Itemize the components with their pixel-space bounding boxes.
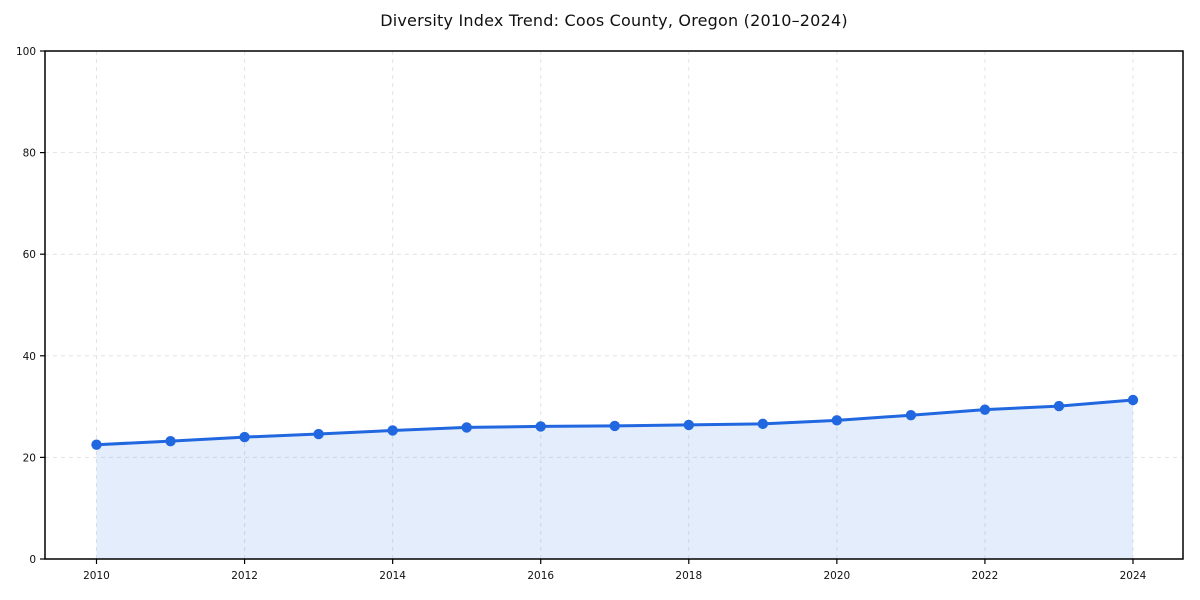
- data-point: [1127, 394, 1139, 406]
- y-tick-label: 80: [23, 148, 36, 160]
- data-point: [683, 419, 694, 431]
- data-point: [905, 410, 917, 421]
- data-point: [1053, 400, 1065, 412]
- y-tick-label: 0: [29, 554, 36, 566]
- x-tick-label: 2022: [972, 570, 999, 582]
- data-point: [387, 425, 398, 436]
- x-tick-label: 2024: [1120, 570, 1147, 582]
- x-tick-label: 2010: [83, 570, 110, 582]
- data-point: [165, 435, 176, 447]
- plot-frame: [44, 50, 1184, 560]
- y-tick-label: 60: [23, 249, 36, 261]
- x-tick-label: 2016: [527, 570, 554, 582]
- chart-title: Diversity Index Trend: Coos County, Oreg…: [380, 11, 848, 30]
- y-tick-label: 40: [23, 351, 36, 363]
- x-tick-label: 2014: [379, 570, 406, 582]
- data-point: [831, 415, 843, 426]
- data-point: [461, 422, 472, 433]
- y-tick-label: 100: [16, 46, 36, 58]
- area-fill: [96, 399, 1133, 559]
- x-tick-label: 2018: [675, 570, 702, 582]
- x-tick-label: 2012: [231, 570, 258, 582]
- data-point: [609, 420, 620, 432]
- data-point: [979, 404, 991, 415]
- data-point: [239, 431, 250, 443]
- y-tick-label: 20: [23, 452, 36, 464]
- data-point: [757, 418, 769, 430]
- x-tick-label: 2020: [823, 570, 850, 582]
- data-point: [91, 439, 102, 450]
- data-point: [535, 421, 546, 432]
- data-point: [313, 428, 324, 440]
